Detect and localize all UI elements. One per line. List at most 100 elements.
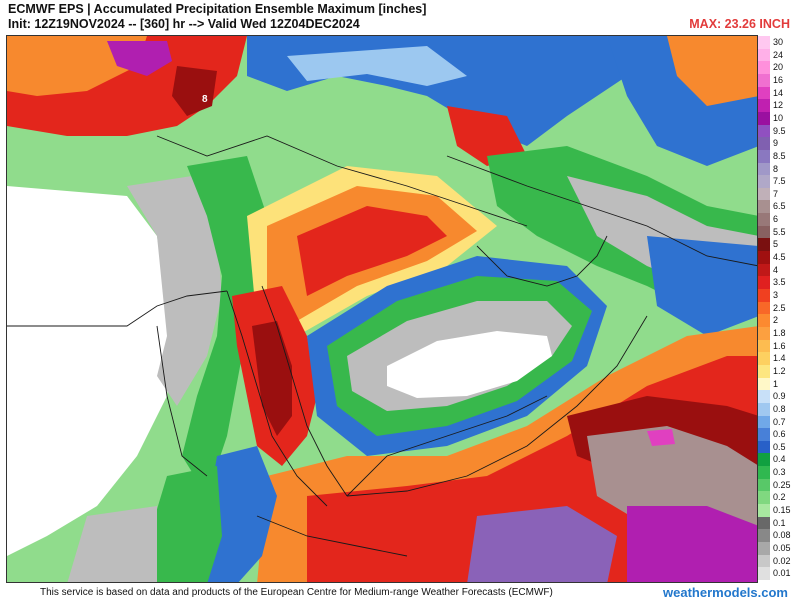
legend-label: 8.5 xyxy=(773,150,786,161)
precip-band-central-red xyxy=(297,206,447,296)
legend-row: 0.7 xyxy=(758,415,800,429)
legend-row: 5.5 xyxy=(758,225,800,239)
precip-region-north-red xyxy=(447,106,527,166)
legend-label: 20 xyxy=(773,62,784,73)
legend-label: 0.25 xyxy=(773,479,791,490)
legend-swatch xyxy=(758,99,770,112)
no-precip-area-africa xyxy=(7,186,172,556)
legend-swatch xyxy=(758,415,770,429)
legend-swatch xyxy=(758,453,770,467)
legend-label: 0.6 xyxy=(773,429,786,440)
legend-row: 0.01 xyxy=(758,567,800,580)
precip-spot-magenta xyxy=(647,429,675,446)
legend-swatch xyxy=(758,339,770,353)
legend-swatch xyxy=(758,61,770,74)
legend-row: 0.5 xyxy=(758,440,800,454)
legend-swatch xyxy=(758,478,770,492)
legend-label: 8 xyxy=(773,163,779,174)
legend-row: 2 xyxy=(758,314,800,327)
legend-swatch xyxy=(758,263,770,277)
legend-swatch xyxy=(758,428,770,441)
legend-label: 6.5 xyxy=(773,201,786,212)
brand-link[interactable]: weathermodels.com xyxy=(663,585,788,600)
coastline-gulf xyxy=(476,235,608,287)
legend-row: 1.2 xyxy=(758,364,800,378)
map-marker-value: 8 xyxy=(202,94,208,105)
legend-row: 1.6 xyxy=(758,339,800,353)
legend-swatch xyxy=(758,86,770,100)
legend-row: 20 xyxy=(758,61,800,74)
border-horn xyxy=(256,515,408,557)
legend-swatch xyxy=(758,567,770,580)
legend-row: 9 xyxy=(758,137,800,150)
legend-swatch xyxy=(758,187,770,201)
legend-label: 2 xyxy=(773,315,779,326)
legend-label: 1.8 xyxy=(773,327,786,338)
legend-swatch xyxy=(758,48,770,62)
legend-swatch xyxy=(758,162,770,176)
legend-label: 24 xyxy=(773,49,784,60)
border-north xyxy=(156,135,528,227)
legend-label: 7 xyxy=(773,188,779,199)
border-iran xyxy=(446,155,757,267)
legend-swatch xyxy=(758,175,770,188)
trace-precip-southwest xyxy=(67,506,157,582)
legend-swatch xyxy=(758,529,770,543)
legend-row: 1 xyxy=(758,377,800,391)
legend-swatch xyxy=(758,554,770,568)
legend-row: 1.4 xyxy=(758,352,800,365)
legend-row: 24 xyxy=(758,48,800,62)
legend-label: 3 xyxy=(773,290,779,301)
legend-label: 0.4 xyxy=(773,454,786,465)
legend-label: 0.9 xyxy=(773,391,786,402)
legend-swatch xyxy=(758,200,770,214)
legend-label: 1.6 xyxy=(773,340,786,351)
legend-row: 4 xyxy=(758,263,800,277)
border-africa-north xyxy=(7,290,228,327)
legend-label: 1 xyxy=(773,378,779,389)
trace-precip-area-africa xyxy=(127,176,222,406)
legend-swatch xyxy=(758,149,770,163)
legend-row: 0.8 xyxy=(758,402,800,416)
legend-row: 1.8 xyxy=(758,326,800,340)
legend-swatch xyxy=(758,440,770,454)
coastline-arabian-south xyxy=(346,315,648,497)
legend-swatch xyxy=(758,377,770,391)
precip-band-southwest-green xyxy=(152,466,222,582)
no-precip-area-rub-al-khali xyxy=(387,331,552,398)
legend-swatch xyxy=(758,251,770,264)
legend-swatch xyxy=(758,301,770,315)
legend-swatch xyxy=(758,73,770,87)
legend-label: 12 xyxy=(773,100,784,111)
legend-row: 5 xyxy=(758,238,800,252)
legend-row: 0.2 xyxy=(758,491,800,505)
precip-band-redsea-darkred xyxy=(252,321,292,436)
legend-label: 0.7 xyxy=(773,416,786,427)
legend-label: 0.8 xyxy=(773,403,786,414)
legend-label: 0.1 xyxy=(773,517,786,528)
legend-swatch xyxy=(758,137,770,150)
legend-swatch xyxy=(758,289,770,302)
legend-label: 10 xyxy=(773,112,784,123)
legend-row: 6 xyxy=(758,213,800,226)
legend-row: 6.5 xyxy=(758,200,800,214)
precip-region-northeast-orange xyxy=(667,36,757,106)
legend-row: 10 xyxy=(758,111,800,125)
precip-band-west-green xyxy=(182,156,267,496)
legend-row: 8.5 xyxy=(758,149,800,163)
border-yemen xyxy=(346,395,548,497)
legend-row: 0.4 xyxy=(758,453,800,467)
coastline-red-sea-east xyxy=(261,285,348,497)
legend-row: 0.3 xyxy=(758,466,800,479)
legend-label: 1.4 xyxy=(773,353,786,364)
legend-label: 6 xyxy=(773,214,779,225)
legend-label: 5 xyxy=(773,239,779,250)
precip-region-southeast-magenta xyxy=(627,506,757,582)
legend-row: 0.9 xyxy=(758,390,800,403)
legend-row: 4.5 xyxy=(758,251,800,264)
legend-row: 0.25 xyxy=(758,478,800,492)
precip-band-north-lightblue xyxy=(287,46,467,86)
coastline-red-sea-west xyxy=(226,290,328,507)
legend-row: 3 xyxy=(758,289,800,302)
legend-label: 9.5 xyxy=(773,125,786,136)
